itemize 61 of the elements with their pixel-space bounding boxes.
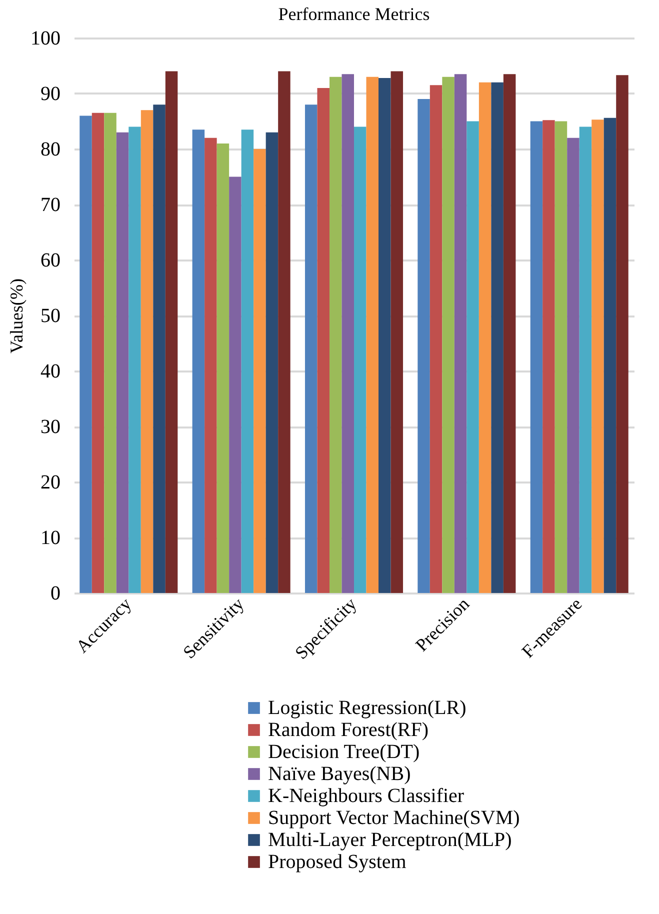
legend-label: Random Forest(RF) [268,719,429,741]
bar [604,118,616,593]
bar [304,104,318,593]
bar [530,121,543,593]
bar [92,112,104,593]
bar [128,126,141,593]
bar [430,85,442,593]
y-tick-label: 60 [40,250,60,272]
bar [567,138,580,593]
bar [329,76,342,593]
bar [140,110,154,593]
y-tick-label: 0 [50,582,60,604]
bar [554,121,568,593]
y-tick-label: 100 [30,28,60,50]
bar [478,82,492,593]
bar [454,74,467,593]
legend-label: Proposed System [268,851,407,873]
legend-label: K-Neighbours Classifier [268,785,464,807]
bar [153,104,166,593]
bar [542,120,555,593]
bar [216,143,230,593]
bar [254,149,266,593]
bar [317,88,330,593]
y-tick-label: 20 [40,472,60,494]
bar [354,126,366,593]
legend-label: Logistic Regression(LR) [268,697,466,719]
y-tick-label: 10 [40,527,60,549]
bar [378,78,391,593]
bar [366,76,379,593]
legend-label: Multi-Layer Perceptron(MLP) [268,829,512,851]
bar [466,121,479,593]
y-tick-label: 30 [40,416,60,438]
y-axis-title: Values(%) [6,278,26,354]
bar [278,71,290,593]
bar [116,132,129,593]
bar [503,74,516,593]
bar [266,132,278,593]
bar [192,130,205,593]
chart-title: Performance Metrics [278,4,430,24]
bar [418,99,430,593]
bar [104,112,116,593]
y-tick-label: 80 [40,138,60,160]
bar [579,126,592,593]
y-tick-label: 70 [40,194,60,216]
bar [592,120,604,593]
bar [229,176,242,593]
bar [204,138,217,593]
bar [342,74,354,593]
bar [80,116,92,593]
bar [491,82,504,593]
y-tick-label: 40 [40,360,60,382]
bar [241,130,254,593]
bar [442,76,454,593]
y-tick-label: 90 [40,83,60,105]
legend-label: Naïve Bayes(NB) [268,763,411,785]
bar [616,75,628,593]
bar [165,71,178,593]
bar [390,71,404,593]
legend-label: Support Vector Machine(SVM) [268,807,520,829]
y-tick-label: 50 [40,305,60,327]
legend-label: Decision Tree(DT) [268,741,420,763]
